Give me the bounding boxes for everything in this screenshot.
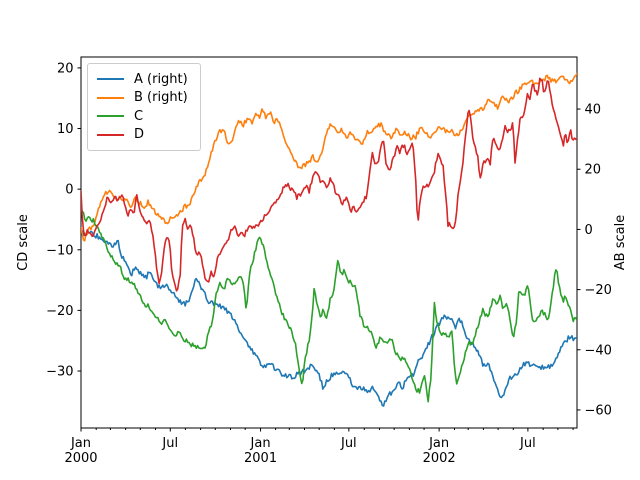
left-tick-label: −20 <box>46 304 73 319</box>
x-tick-label-month: Jul <box>340 436 357 451</box>
left-tick-label: 20 <box>57 61 74 76</box>
legend-label: D <box>134 127 145 143</box>
left-axis-title: CD scale <box>16 214 31 271</box>
x-tick-label-month: Jul <box>519 436 536 451</box>
series-line-B <box>81 72 577 242</box>
legend-line-sample-b <box>97 96 124 99</box>
legend-item-b: B (right) <box>97 89 188 108</box>
right-axis-title: AB scale <box>613 215 628 270</box>
series-line-D <box>81 77 577 292</box>
x-tick-label-year: 2000 <box>64 451 97 466</box>
right-tick-label: 20 <box>585 163 602 178</box>
right-tick-label: −60 <box>585 403 612 418</box>
series-line-A <box>81 230 577 407</box>
legend-item-c: C <box>97 107 188 126</box>
right-tick-label: −40 <box>585 343 612 358</box>
legend-line-sample-d <box>97 133 124 136</box>
right-tick-label: 0 <box>585 223 593 238</box>
series-line-C <box>81 207 577 403</box>
legend: A (right) B (right) C D <box>87 63 201 151</box>
left-tick-label: −10 <box>46 243 73 258</box>
x-tick-label-month: Jan <box>428 436 449 451</box>
legend-line-sample-a <box>97 78 124 81</box>
left-tick-label: 10 <box>57 122 74 137</box>
x-tick-label-year: 2002 <box>423 451 456 466</box>
legend-line-sample-c <box>97 115 124 118</box>
right-tick-label: 40 <box>585 103 602 118</box>
legend-label: B (right) <box>134 90 188 106</box>
legend-label: C <box>134 108 144 124</box>
x-tick-label-year: 2001 <box>244 451 277 466</box>
x-tick-label-month: Jul <box>161 436 178 451</box>
legend-label: A (right) <box>134 71 188 87</box>
right-tick-label: −20 <box>585 283 612 298</box>
left-tick-label: 0 <box>65 183 73 198</box>
legend-item-d: D <box>97 126 188 145</box>
x-tick-label-month: Jan <box>250 436 271 451</box>
x-tick-label-month: Jan <box>70 436 91 451</box>
legend-item-a: A (right) <box>97 70 188 89</box>
plot-frame <box>80 56 578 429</box>
left-tick-label: −30 <box>46 365 73 380</box>
